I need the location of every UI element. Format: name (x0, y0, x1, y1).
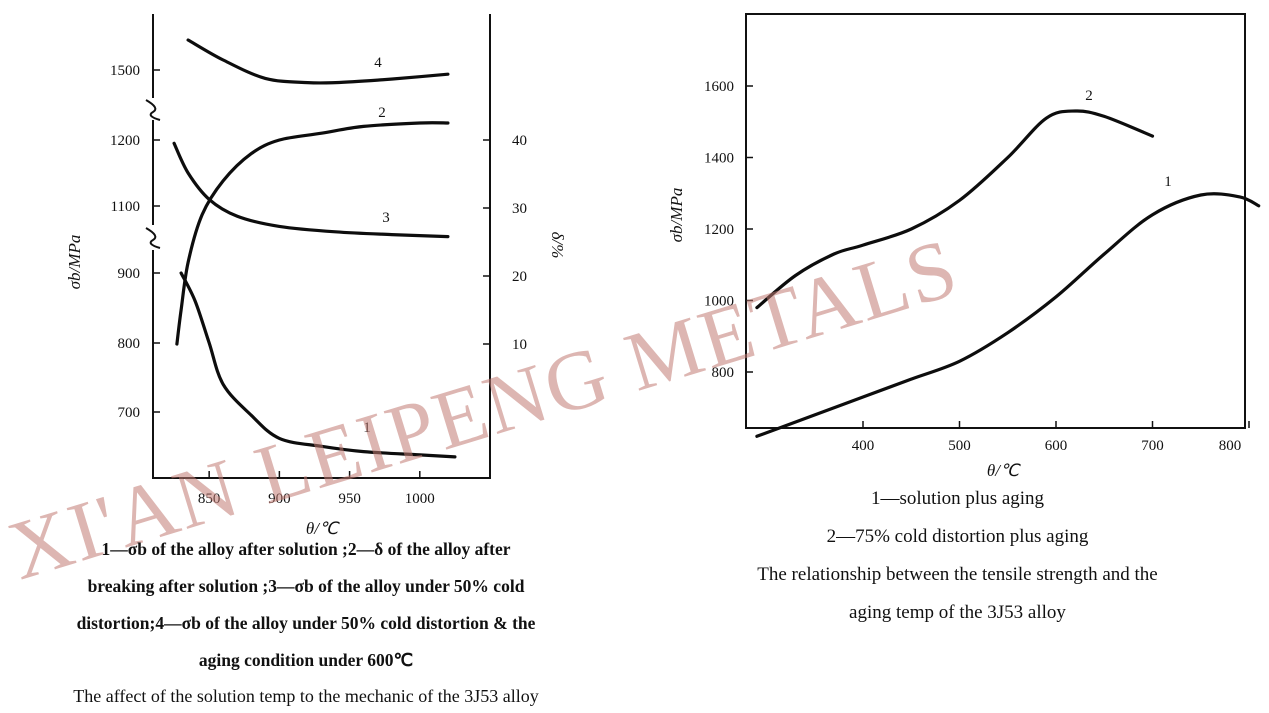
right-caption-line-4: aging temp of the 3J53 alloy (849, 602, 1066, 623)
right-curve-label: 2 (1085, 88, 1093, 104)
right-x-tick-label: 700 (1141, 438, 1164, 454)
left-chart-frame (152, 14, 491, 479)
right-y-tick-label: 1200 (704, 222, 734, 238)
left-curves: 1 2 3 4 (172, 38, 457, 459)
left-x-tick-label: 850 (198, 491, 221, 507)
left-caption-line-1: 1—σb of the alloy after solution ;2—δ of… (101, 539, 511, 559)
right-caption-line-1: 1—solution plus aging (870, 488, 1045, 509)
right-caption-line-2: 2—75% cold distortion plus aging (826, 526, 1089, 547)
left-x-tick-label: 1000 (405, 491, 435, 507)
left-y2-ticks: 10 20 30 40 (483, 133, 527, 353)
right-x-tick-label: 800 (1219, 438, 1242, 454)
left-y2-axis-title: δ/% (548, 232, 567, 259)
right-caption: 1—solution plus aging 2—75% cold distort… (650, 480, 1265, 632)
right-series-1-line (755, 192, 1261, 438)
right-series-2-line (755, 109, 1155, 310)
left-series-3-line (172, 141, 450, 239)
right-chart-frame (745, 13, 1246, 429)
right-y-tick-label: 1400 (704, 151, 734, 167)
left-y2-tick-label: 30 (512, 201, 527, 217)
left-x-tick-label: 950 (338, 491, 361, 507)
left-chart: 700 800 900 1100 1200 1500 10 20 30 40 850 900 950… (65, 14, 567, 538)
left-series-1-line (179, 271, 457, 459)
right-curve-label: 1 (1164, 174, 1172, 190)
left-caption-line-4: aging condition under 600℃ (198, 650, 414, 670)
right-curves: 12 (755, 88, 1261, 438)
left-curve-label: 3 (382, 210, 390, 226)
left-axis-break-upper (145, 99, 161, 121)
right-y-axis-title: σb/MPa (667, 188, 686, 243)
right-x-tick-label: 400 (852, 438, 875, 454)
left-y-tick-label: 1200 (110, 133, 140, 149)
left-caption: 1—σb of the alloy after solution ;2—δ of… (0, 531, 612, 713)
left-y2-tick-label: 20 (512, 269, 527, 285)
right-x-ticks: 400 500 600 700 800 (852, 421, 1250, 454)
left-y-axis-title: σb/MPa (65, 235, 84, 290)
left-y-tick-label: 800 (118, 336, 141, 352)
left-x-tick-label: 900 (268, 491, 291, 507)
left-series-2-line (175, 121, 450, 346)
right-y-ticks: 800 1000 1200 1400 1600 (704, 79, 753, 381)
left-y-tick-label: 900 (118, 266, 141, 282)
left-y2-tick-label: 40 (512, 133, 527, 149)
left-x-ticks: 850 900 950 1000 (198, 471, 435, 507)
left-curve-label: 1 (363, 420, 371, 436)
left-curve-label: 2 (378, 105, 386, 121)
right-caption-line-3: The relationship between the tensile str… (757, 564, 1158, 585)
left-caption-line-3: distortion;4—σb of the alloy under 50% c… (76, 613, 536, 633)
right-x-tick-label: 500 (948, 438, 971, 454)
right-y-tick-label: 800 (712, 365, 735, 381)
right-x-axis-title: θ/℃ (987, 461, 1021, 480)
left-axis-break-lower (145, 227, 161, 249)
left-y2-tick-label: 10 (512, 337, 527, 353)
left-curve-label: 4 (374, 55, 382, 71)
left-y-tick-label: 700 (118, 405, 141, 421)
left-y-tick-label: 1100 (111, 199, 140, 215)
left-y-tick-label: 1500 (110, 63, 140, 79)
left-series-4-line (186, 38, 450, 85)
right-y-tick-label: 1000 (704, 294, 734, 310)
left-caption-title: The affect of the solution temp to the m… (73, 686, 539, 706)
left-caption-line-2: breaking after solution ;3—σb of the all… (87, 576, 525, 596)
right-x-tick-label: 600 (1045, 438, 1068, 454)
left-y-ticks: 700 800 900 1100 1200 1500 (110, 63, 160, 421)
left-x-axis-title: θ/℃ (306, 519, 340, 538)
right-y-tick-label: 1600 (704, 79, 734, 95)
